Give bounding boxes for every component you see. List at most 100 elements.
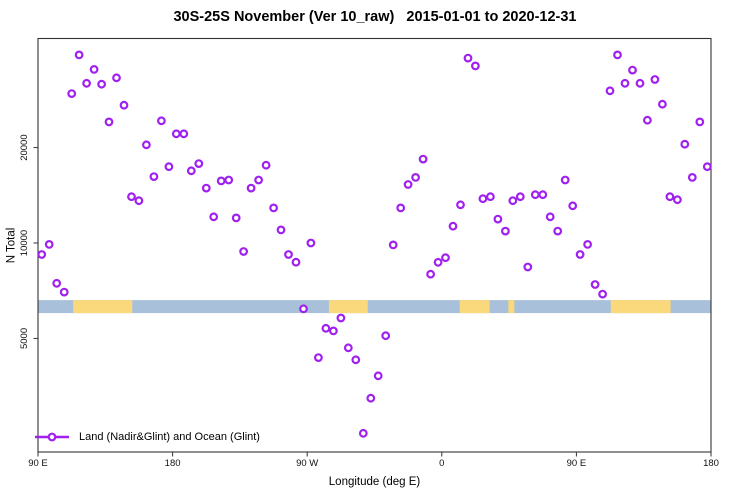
- data-point: [82, 78, 91, 88]
- data-point: [321, 323, 331, 333]
- land-band-segment: [508, 300, 515, 314]
- data-point: [598, 289, 607, 299]
- data-point: [239, 247, 249, 256]
- data-point: [336, 313, 346, 323]
- data-point: [299, 304, 308, 314]
- data-point: [695, 117, 705, 127]
- data-point: [568, 201, 578, 211]
- data-point: [388, 240, 398, 250]
- data-point: [702, 162, 712, 172]
- data-point: [67, 89, 77, 98]
- data-point: [141, 140, 151, 150]
- data-point: [523, 262, 533, 272]
- data-point: [508, 196, 518, 206]
- data-point: [403, 180, 413, 189]
- data-point: [441, 253, 450, 263]
- data-point: [306, 238, 316, 248]
- data-point: [186, 166, 196, 176]
- land-band-segment: [459, 300, 490, 314]
- data-point: [545, 212, 555, 222]
- data-point: [658, 99, 667, 109]
- data-point: [530, 190, 540, 200]
- data-point: [673, 195, 682, 205]
- y-tick-label: 20000: [19, 134, 30, 160]
- data-point: [134, 196, 144, 206]
- data-point: [680, 139, 690, 149]
- data-point: [456, 200, 465, 210]
- data-point: [97, 79, 106, 89]
- data-point: [351, 355, 361, 365]
- x-tick-label: 90 W: [296, 458, 318, 469]
- land-band-segment: [610, 300, 671, 314]
- y-tick-label: 10000: [19, 230, 30, 256]
- data-point: [515, 192, 525, 202]
- ocean-band: [38, 300, 711, 314]
- y-axis-label: N Total: [5, 227, 18, 264]
- data-point: [112, 73, 121, 83]
- data-point: [127, 192, 136, 202]
- data-point: [156, 116, 166, 126]
- data-point: [605, 86, 615, 96]
- data-point: [590, 280, 600, 289]
- data-point: [261, 160, 271, 170]
- data-point: [628, 65, 637, 75]
- data-point: [613, 50, 622, 60]
- data-point: [358, 428, 368, 438]
- data-point: [560, 175, 570, 185]
- data-point: [231, 213, 241, 223]
- data-point: [179, 129, 189, 139]
- x-tick-label: 90 E: [28, 458, 48, 469]
- data-point: [104, 117, 114, 127]
- x-tick-label: 0: [439, 458, 444, 469]
- data-point: [471, 61, 480, 71]
- x-tick-label: 90 E: [567, 458, 587, 469]
- legend: Land (Nadir&Glint) and Ocean (Glint): [34, 430, 260, 444]
- y-tick-label: 5000: [19, 328, 30, 349]
- data-point: [52, 278, 62, 288]
- data-point: [381, 331, 391, 341]
- land-band-segment: [328, 300, 368, 314]
- legend-marker-icon: [35, 432, 69, 442]
- data-point: [329, 326, 338, 336]
- data-point: [216, 176, 226, 186]
- data-point: [501, 226, 510, 236]
- data-point: [665, 192, 675, 202]
- data-point: [343, 343, 353, 353]
- data-point: [426, 269, 436, 279]
- x-tick-label: 180: [703, 458, 719, 469]
- data-point: [209, 212, 219, 222]
- data-point: [201, 183, 211, 193]
- data-point: [119, 100, 129, 110]
- data-point: [164, 162, 174, 172]
- data-point: [269, 203, 279, 213]
- data-point: [538, 190, 548, 200]
- data-point: [575, 250, 585, 259]
- data-point: [687, 172, 697, 182]
- data-point: [314, 353, 323, 363]
- data-point: [194, 159, 204, 169]
- data-point: [635, 78, 645, 88]
- data-point: [478, 194, 488, 204]
- data-point: [246, 183, 256, 193]
- data-point: [643, 115, 652, 125]
- legend-label: Land (Nadir&Glint) and Ocean (Glint): [79, 431, 260, 443]
- data-point: [171, 129, 181, 139]
- data-point: [89, 64, 99, 74]
- data-point: [74, 50, 84, 60]
- data-point: [284, 250, 293, 259]
- data-point: [620, 78, 630, 88]
- chart-title: 30S-25S November (Ver 10_raw) 2015-01-01…: [173, 9, 577, 25]
- data-point: [396, 203, 406, 213]
- x-tick-label: 180: [165, 458, 181, 469]
- data-point: [224, 175, 234, 185]
- data-point: [418, 154, 428, 164]
- data-point: [463, 53, 473, 63]
- plot-border: [37, 37, 712, 453]
- data-point: [486, 192, 495, 202]
- data-point: [37, 250, 47, 259]
- data-point: [291, 257, 301, 267]
- data-point: [59, 287, 69, 297]
- data-point: [149, 172, 159, 182]
- data-point: [254, 175, 264, 185]
